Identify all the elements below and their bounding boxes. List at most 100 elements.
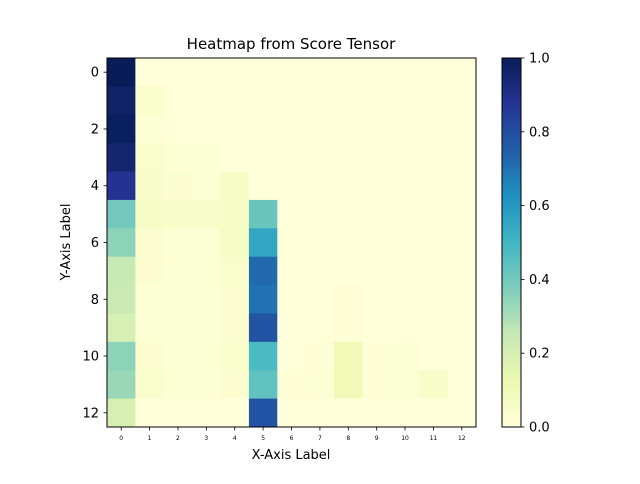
heatmap-cell [447,199,477,229]
heatmap-cell [220,58,250,87]
heatmap-cell [362,370,392,400]
heatmap-cell [220,86,250,116]
heatmap-cell [390,313,420,343]
heatmap-cell [419,171,449,201]
heatmap-cell [362,58,392,87]
heatmap-cell [390,285,420,314]
heatmap-cell [107,370,136,400]
heatmap-cell [135,143,165,172]
heatmap-cell [447,370,477,400]
heatmap-cell [334,199,363,229]
heatmap-cell [334,370,363,400]
heatmap-cell [305,398,335,428]
colorbar-tick-label: 0.8 [529,125,550,140]
y-tick-label: 12 [82,406,99,421]
heatmap-cell [305,58,335,87]
y-tick-label: 10 [82,350,99,365]
heatmap-cell [277,341,307,371]
heatmap-cell [192,199,221,229]
heatmap-cell [390,58,420,87]
x-tick-label: 6 [290,435,294,442]
heatmap-cell [163,86,193,116]
heatmap-cell [248,143,278,172]
heatmap-cell [390,398,420,428]
heatmap-cell [334,285,363,314]
heatmap-cell [163,114,193,144]
heatmap-cell [334,398,363,428]
x-tick-label: 12 [458,435,466,442]
heatmap-cell [163,285,193,314]
heatmap-cell [135,313,165,343]
heatmap-cell [277,313,307,343]
heatmap-cell [419,313,449,343]
heatmap-cell [305,199,335,229]
heatmap-cell [163,171,193,201]
colorbar-tick-label: 0.4 [529,273,550,288]
heatmap-cell [107,313,136,343]
heatmap-cell [334,58,363,87]
heatmap-cell [390,341,420,371]
colorbar-ticks: 0.0 0.2 0.4 0.6 0.8 1.0 [521,52,550,436]
heatmap-cell [248,370,278,400]
heatmap-cell [390,86,420,116]
x-tick-label: 3 [204,435,208,442]
x-tick-label: 9 [375,435,379,442]
heatmap-cell [277,256,307,286]
heatmap-cell [107,171,136,201]
heatmap-cell [362,143,392,172]
heatmap-cell [107,228,136,258]
heatmap-cell [248,341,278,371]
heatmap-cell [192,313,221,343]
heatmap-cell [362,285,392,314]
heatmap-cell [248,398,278,428]
heatmap-cell [334,341,363,371]
heatmap-cell [305,143,335,172]
y-tick-label: 8 [91,293,99,308]
x-tick-label: 8 [346,435,350,442]
heatmap-cell [220,285,250,314]
heatmap-cell [248,171,278,201]
heatmap-cell [447,114,477,144]
heatmap-cell [390,228,420,258]
heatmap-cell [135,171,165,201]
heatmap-cell [277,58,307,87]
heatmap-cell [163,341,193,371]
y-axis-ticks: 0 2 4 6 8 10 12 [82,66,107,421]
heatmap-cell [447,86,477,116]
heatmap-cell [135,228,165,258]
x-tick-label: 2 [176,435,180,442]
heatmap-cell [334,114,363,144]
heatmap-cell [248,199,278,229]
heatmap-cells [107,58,477,428]
heatmap-cell [362,313,392,343]
heatmap-cell [248,256,278,286]
heatmap-cell [419,58,449,87]
heatmap-cell [419,199,449,229]
heatmap-cell [192,228,221,258]
heatmap-cell [107,341,136,371]
heatmap-cell [447,171,477,201]
colorbar-tick-label: 0.0 [529,421,550,436]
heatmap-cell [135,398,165,428]
heatmap-cell [390,199,420,229]
heatmap-cell [107,256,136,286]
heatmap-cell [107,114,136,144]
heatmap-cell [220,370,250,400]
heatmap-cell [305,114,335,144]
heatmap-cell [419,86,449,116]
heatmap-cell [192,370,221,400]
heatmap-cell [419,341,449,371]
heatmap-cell [163,313,193,343]
heatmap-cell [192,341,221,371]
heatmap-cell [277,370,307,400]
heatmap-cell [135,285,165,314]
heatmap-cell [334,313,363,343]
heatmap-cell [135,114,165,144]
x-tick-label: 0 [119,435,123,442]
heatmap-cell [447,285,477,314]
heatmap-cell [248,285,278,314]
heatmap-cell [305,370,335,400]
x-tick-label: 1 [148,435,152,442]
heatmap-cell [390,256,420,286]
heatmap-cell [135,256,165,286]
